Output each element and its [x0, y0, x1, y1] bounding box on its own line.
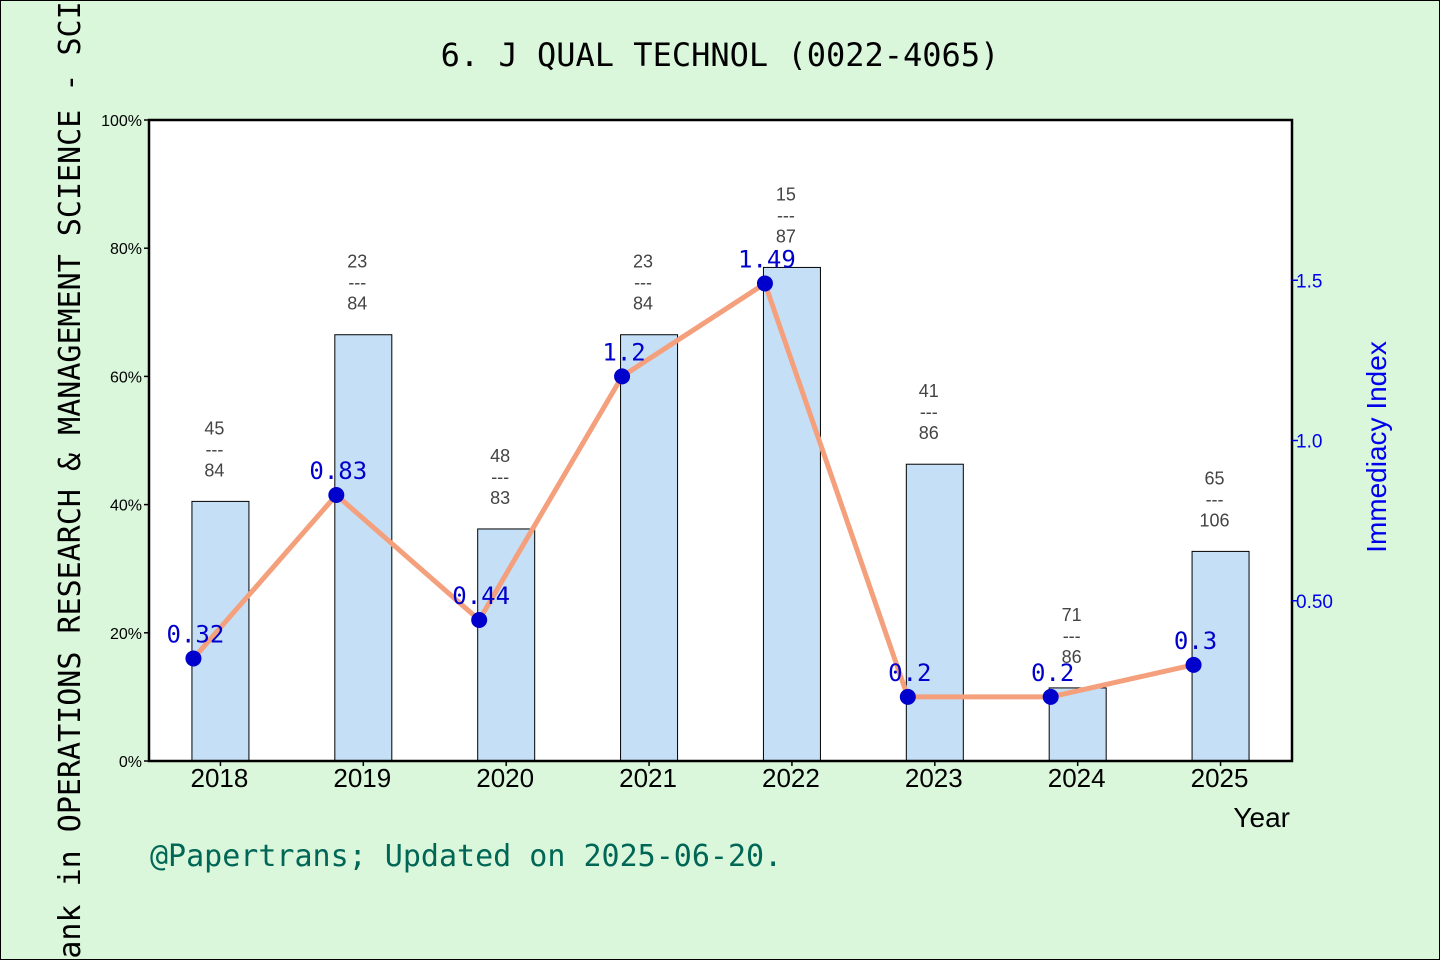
rank-label: 45---84 — [204, 418, 224, 480]
credit-text: @Papertrans; Updated on 2025-06-20. — [150, 839, 782, 874]
line-marker — [1185, 656, 1202, 673]
rank-label: 48---83 — [490, 446, 510, 508]
rank-label-divider: --- — [1063, 626, 1081, 646]
rank-label: 65---106 — [1200, 468, 1230, 530]
rank-label-rank: 45 — [204, 418, 224, 438]
left-tick-label: 60% — [110, 369, 142, 386]
bar — [1191, 550, 1250, 762]
left-tick-label: 80% — [110, 241, 142, 258]
rank-label-divider: --- — [1206, 489, 1224, 509]
rank-label-total: 106 — [1200, 510, 1230, 530]
rank-label-divider: --- — [348, 273, 366, 293]
rank-label: 23---84 — [633, 252, 653, 314]
x-tick-label: 2022 — [762, 763, 820, 793]
x-tick-label: 2018 — [191, 763, 249, 793]
line-value-label: 1.49 — [738, 245, 796, 273]
bar — [477, 528, 536, 762]
x-tick-label: 2019 — [333, 763, 391, 793]
line-marker — [185, 650, 202, 667]
bar — [762, 266, 821, 762]
line-marker — [756, 275, 773, 292]
line-value-label: 0.32 — [167, 620, 225, 648]
rank-label-rank: 15 — [776, 184, 796, 204]
line-marker — [899, 688, 916, 705]
bar — [620, 334, 679, 762]
rank-label-rank: 65 — [1205, 468, 1225, 488]
right-tick-label: 0.50 — [1296, 592, 1333, 613]
rank-label-total: 83 — [490, 488, 510, 508]
rank-label: 15---87 — [776, 184, 796, 246]
x-tick-label: 2023 — [905, 763, 963, 793]
left-tick-label: 20% — [110, 626, 142, 643]
x-tick-label: 2025 — [1191, 763, 1249, 793]
line-value-label: 0.2 — [888, 659, 931, 687]
rank-label-total: 87 — [776, 226, 796, 246]
y-axis-label-left: Rank in OPERATIONS RESEARCH & MANAGEMENT… — [53, 0, 88, 960]
rank-label-total: 86 — [1062, 647, 1082, 667]
bar — [191, 500, 250, 762]
rank-label-rank: 71 — [1062, 605, 1082, 625]
bar — [334, 334, 393, 762]
rank-label-total: 84 — [204, 460, 224, 480]
line-marker — [328, 486, 345, 503]
line-value-label: 0.3 — [1174, 627, 1217, 655]
y-axis-label-right: Immediacy Index — [1361, 341, 1392, 553]
line-value-label: 0.44 — [452, 582, 510, 610]
rank-label: 41---86 — [919, 381, 939, 443]
rank-label-total: 84 — [347, 294, 367, 314]
line-marker — [1042, 688, 1059, 705]
line-layer: 0.32 0.83 0.44 1.2 1.49 0.2 0.2 0.3 — [167, 245, 1217, 705]
rank-label-divider: --- — [205, 439, 223, 459]
line-value-label: 1.2 — [602, 338, 645, 366]
x-tick-label: 2024 — [1048, 763, 1106, 793]
rank-label: 71---86 — [1062, 605, 1082, 667]
immediacy-line — [191, 280, 1195, 700]
left-tick-label: 0% — [119, 754, 142, 771]
line-value-label: 0.2 — [1031, 659, 1074, 687]
x-tick-label: 2021 — [619, 763, 677, 793]
labels-layer: 45---8423---8448---8323---8415---8741---… — [204, 184, 1229, 666]
rank-label-divider: --- — [777, 205, 795, 225]
plot-area — [149, 120, 1292, 761]
rank-label: 23---84 — [347, 252, 367, 314]
left-tick-label: 100% — [101, 113, 142, 130]
rank-label-rank: 23 — [347, 252, 367, 272]
x-tick-label: 2020 — [476, 763, 534, 793]
rank-label-rank: 41 — [919, 381, 939, 401]
line-value-label: 0.83 — [309, 457, 367, 485]
line-marker — [614, 368, 631, 385]
axes-layer: 0% 20% 40% 60% 80% 100% 0.50 1.0 1.5 2018 2019 2020… — [101, 113, 1333, 793]
rank-label-total: 84 — [633, 294, 653, 314]
rank-label-divider: --- — [920, 402, 938, 422]
bar — [1048, 687, 1107, 762]
chart-title: 6. J QUAL TECHNOL (0022-4065) — [441, 36, 1000, 74]
x-axis-label: Year — [1233, 802, 1290, 833]
right-tick-label: 1.5 — [1296, 271, 1322, 292]
bar — [905, 463, 964, 762]
rank-label-rank: 23 — [633, 252, 653, 272]
rank-label-divider: --- — [491, 467, 509, 487]
right-tick-label: 1.0 — [1296, 432, 1322, 453]
line-marker — [471, 611, 488, 628]
rank-label-total: 86 — [919, 423, 939, 443]
rank-label-rank: 48 — [490, 446, 510, 466]
left-tick-label: 40% — [110, 498, 142, 515]
rank-label-divider: --- — [634, 273, 652, 293]
